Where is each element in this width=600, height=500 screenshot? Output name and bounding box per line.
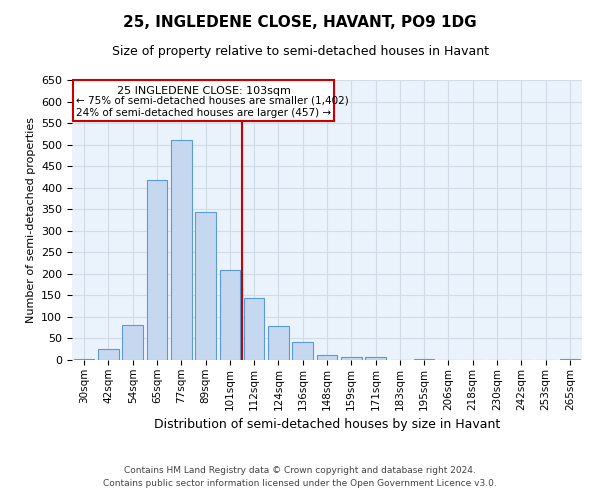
Text: Size of property relative to semi-detached houses in Havant: Size of property relative to semi-detach…	[112, 45, 488, 58]
Bar	[268, 326, 289, 360]
Bar	[560, 359, 580, 360]
Text: 25, INGLEDENE CLOSE, HAVANT, PO9 1DG: 25, INGLEDENE CLOSE, HAVANT, PO9 1DG	[123, 15, 477, 30]
Bar	[414, 358, 434, 360]
Text: Contains HM Land Registry data © Crown copyright and database right 2024.
Contai: Contains HM Land Registry data © Crown c…	[103, 466, 497, 487]
Bar	[74, 358, 94, 360]
Y-axis label: Number of semi-detached properties: Number of semi-detached properties	[26, 117, 35, 323]
Bar	[220, 270, 240, 360]
Bar	[98, 349, 119, 360]
Bar	[171, 140, 191, 360]
Text: 25 INGLEDENE CLOSE: 103sqm: 25 INGLEDENE CLOSE: 103sqm	[117, 86, 290, 96]
Text: 24% of semi-detached houses are larger (457) →: 24% of semi-detached houses are larger (…	[76, 108, 331, 118]
Text: ← 75% of semi-detached houses are smaller (1,402): ← 75% of semi-detached houses are smalle…	[76, 96, 349, 106]
Bar	[341, 358, 362, 360]
Bar	[195, 212, 216, 360]
X-axis label: Distribution of semi-detached houses by size in Havant: Distribution of semi-detached houses by …	[154, 418, 500, 431]
Bar	[146, 180, 167, 360]
Bar	[317, 355, 337, 360]
FancyBboxPatch shape	[73, 80, 334, 121]
Bar	[122, 324, 143, 360]
Bar	[365, 356, 386, 360]
Bar	[244, 298, 265, 360]
Bar	[292, 342, 313, 360]
